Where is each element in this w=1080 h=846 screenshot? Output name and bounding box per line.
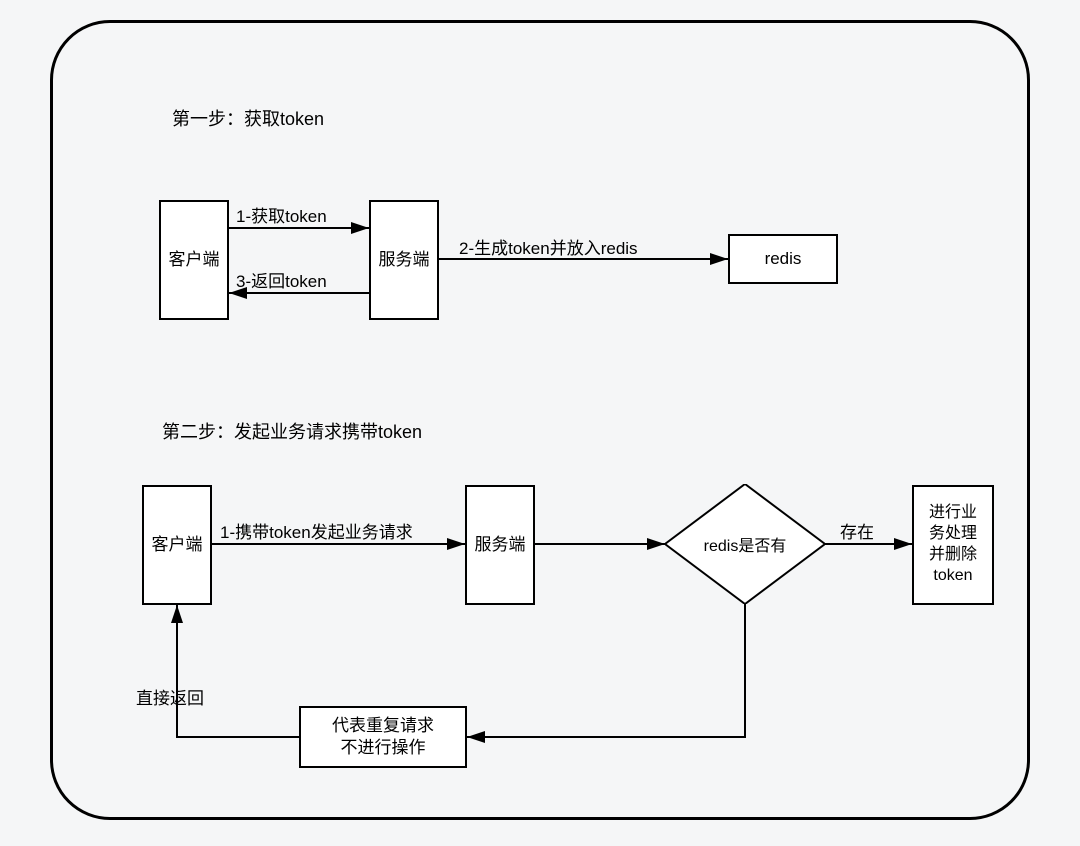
edge-label-e4: 1-携带token发起业务请求 xyxy=(220,518,413,543)
edge-label-e2: 3-返回token xyxy=(236,267,327,292)
diagram-canvas: 第一步：获取token 第二步：发起业务请求携带token 客户端 服务端 re… xyxy=(0,0,1080,846)
edge-label-e1: 1-获取token xyxy=(236,202,327,227)
edges-svg xyxy=(0,0,1080,846)
edge-label-e3: 2-生成token并放入redis xyxy=(459,234,638,259)
node-label: redis是否有 xyxy=(704,532,787,556)
edge-label-e8: 直接返回 xyxy=(136,684,204,709)
edge-label-e6: 存在 xyxy=(840,518,874,543)
